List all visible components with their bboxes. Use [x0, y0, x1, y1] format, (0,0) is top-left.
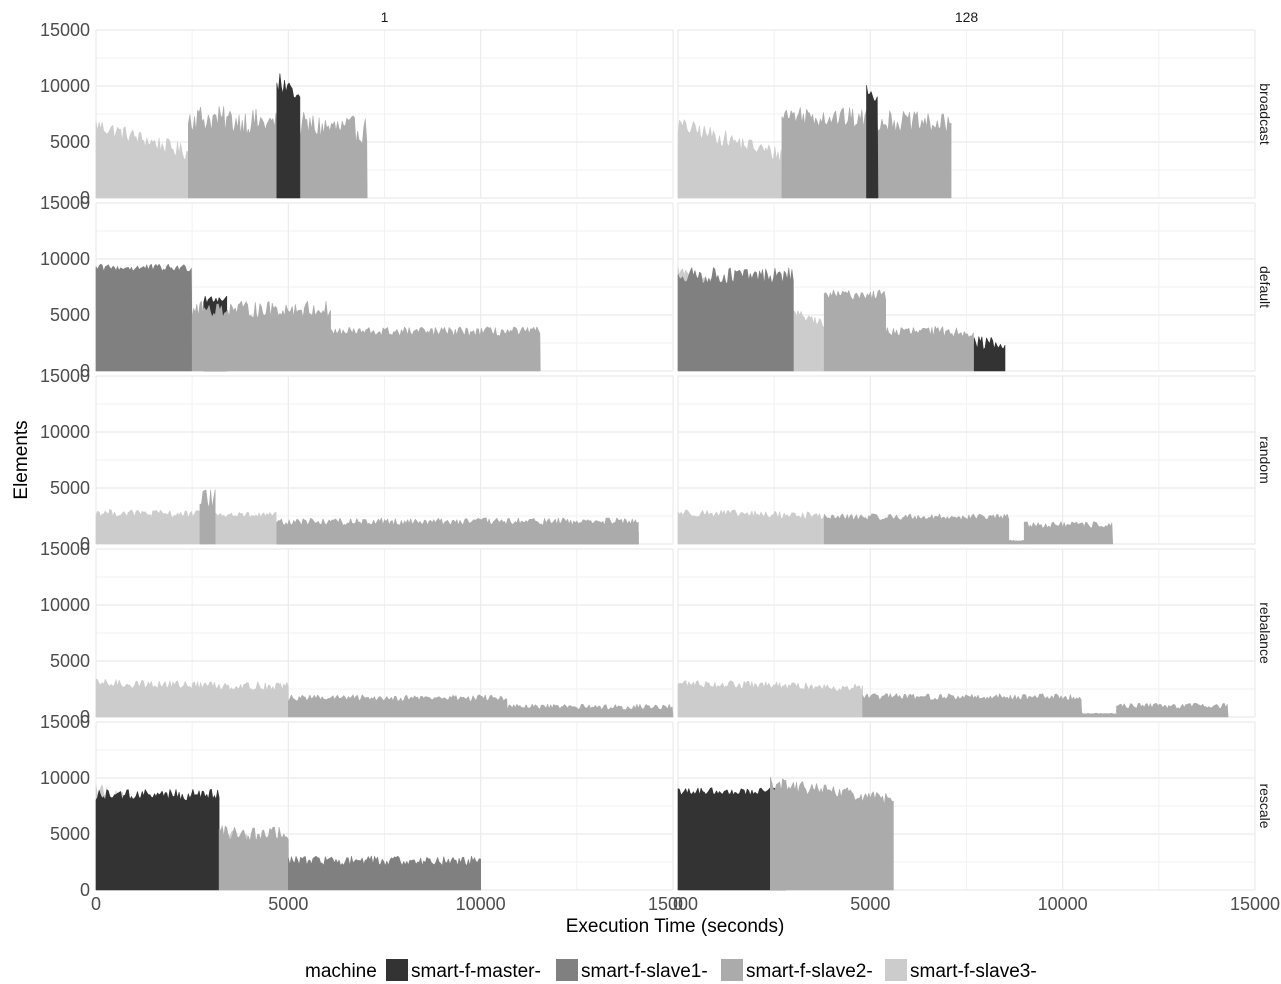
area-smart-f-slave2-2	[507, 703, 674, 718]
area-smart-f-slave2-1	[199, 489, 216, 545]
y-tick-label: 5000	[50, 132, 90, 152]
area-smart-f-slave2-3	[885, 326, 975, 372]
y-tick-label: 10000	[40, 249, 90, 269]
area-smart-f-master-1	[677, 787, 786, 891]
x-axis-title: Execution Time (seconds)	[566, 916, 785, 937]
x-tick-label: 10000	[1038, 894, 1088, 914]
series-group-random-128	[677, 509, 1113, 545]
y-tick-label: 10000	[40, 768, 90, 788]
axis-ticks: 0500010000150000500010000150000500010000…	[40, 20, 1280, 914]
area-smart-f-slave1-1	[95, 263, 193, 372]
area-smart-f-slave2-1	[288, 694, 508, 718]
area-smart-f-slave3-0	[95, 678, 289, 718]
facet-column-label: 1	[381, 9, 389, 25]
series-group-random-1	[95, 489, 639, 545]
legend-label: smart-f-master-	[411, 961, 541, 982]
y-tick-label: 15000	[40, 193, 90, 213]
facet-row-label: random	[1257, 436, 1273, 483]
area-smart-f-slave3-0	[677, 119, 783, 199]
area-smart-f-slave2-2	[770, 776, 894, 891]
series-group-rebalance-128	[677, 680, 1229, 718]
series-group-broadcast-1	[95, 73, 368, 199]
legend-key-smart-f-slave3	[885, 959, 907, 981]
area-smart-f-slave2-1	[862, 693, 1083, 718]
legend-key-smart-f-master	[386, 959, 408, 981]
x-tick-label: 0	[91, 894, 101, 914]
x-tick-label: 5000	[268, 894, 308, 914]
series-group-default-1	[95, 263, 541, 372]
y-tick-label: 15000	[40, 366, 90, 386]
legend-key-smart-f-slave1	[556, 959, 578, 981]
area-smart-f-master-2	[276, 73, 301, 199]
y-tick-label: 0	[80, 707, 90, 727]
legend-title: machine	[305, 961, 377, 982]
area-smart-f-slave2-2	[823, 289, 886, 372]
legend-label: smart-f-slave3-	[910, 961, 1037, 982]
area-smart-f-master-1	[95, 788, 220, 891]
facet-strip-labels: 1 128 broadcast default random rebalance resca…	[381, 9, 1273, 829]
x-tick-label: 15000	[1230, 894, 1280, 914]
y-tick-label: 15000	[40, 20, 90, 40]
panel-broadcast-1	[95, 29, 674, 199]
y-tick-label: 5000	[50, 478, 90, 498]
y-tick-label: 0	[80, 188, 90, 208]
area-smart-f-slave1-1	[677, 267, 794, 372]
y-tick-label: 15000	[40, 539, 90, 559]
area-smart-f-slave1-3	[288, 855, 481, 891]
y-tick-label: 0	[80, 534, 90, 554]
legend: machine smart-f-master-smart-f-slave1- sm…	[305, 959, 1037, 982]
area-smart-f-slave2-3	[1023, 521, 1113, 545]
y-tick-label: 5000	[50, 305, 90, 325]
area-smart-f-slave2-3	[1116, 702, 1229, 718]
area-smart-f-slave2-2	[1081, 712, 1117, 718]
y-tick-label: 5000	[50, 824, 90, 844]
area-smart-f-slave2-2	[218, 825, 289, 891]
y-tick-label: 5000	[50, 651, 90, 671]
x-tick-label: 15000	[648, 894, 698, 914]
area-smart-f-slave2-4	[330, 326, 541, 372]
facet-row-label: rescale	[1257, 783, 1273, 828]
series-group-default-128	[677, 267, 1006, 372]
area-smart-f-slave2-3	[276, 517, 639, 545]
area-smart-f-slave3-0	[95, 121, 189, 199]
series-group-broadcast-128	[677, 84, 952, 199]
area-smart-f-slave3-0	[677, 509, 825, 545]
area-smart-f-slave2-1	[823, 513, 1010, 545]
legend-label: smart-f-slave2-	[746, 961, 873, 982]
y-tick-label: 15000	[40, 712, 90, 732]
area-smart-f-slave2-2	[1008, 539, 1025, 545]
x-tick-label: 10000	[456, 894, 506, 914]
area-smart-f-master-4	[973, 336, 1006, 372]
y-tick-label: 10000	[40, 422, 90, 442]
facet-row-label: broadcast	[1257, 83, 1273, 145]
y-tick-label: 10000	[40, 595, 90, 615]
series-group-rescale-1	[95, 784, 481, 891]
legend-key-smart-f-slave2	[721, 959, 743, 981]
area-smart-f-master-2	[866, 84, 879, 199]
y-axis-title: Elements	[11, 420, 32, 499]
x-tick-label: 0	[673, 894, 683, 914]
facet-row-label: default	[1257, 266, 1273, 308]
facet-column-label: 128	[955, 9, 979, 25]
series-group-rebalance-1	[95, 678, 674, 718]
facet-row-label: rebalance	[1257, 602, 1273, 664]
area-smart-f-slave2-3	[191, 300, 331, 372]
x-tick-label: 5000	[850, 894, 890, 914]
area-smart-f-slave3-0	[677, 680, 863, 718]
legend-label: smart-f-slave1-	[581, 961, 708, 982]
y-tick-label: 0	[80, 880, 90, 900]
series-group-rescale-128	[677, 776, 894, 891]
area-smart-f-slave3-0	[95, 508, 278, 545]
y-tick-label: 0	[80, 361, 90, 381]
y-tick-label: 10000	[40, 76, 90, 96]
chart-panels	[95, 29, 1256, 891]
